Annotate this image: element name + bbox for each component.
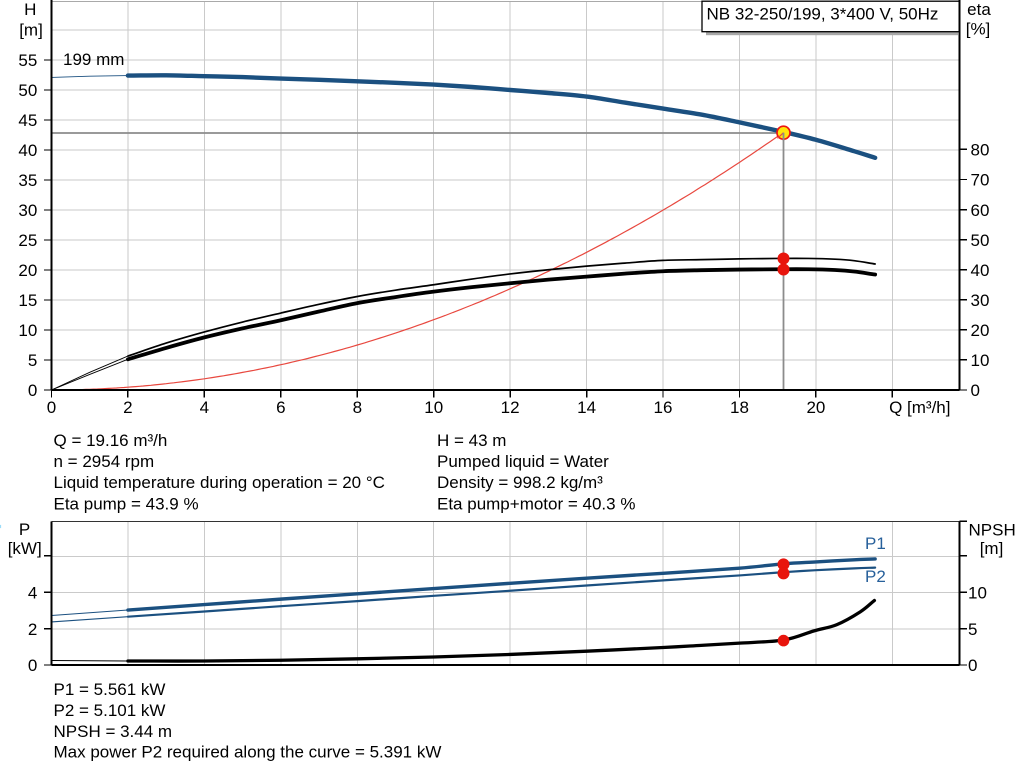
- svg-text:P: P: [19, 520, 30, 539]
- svg-text:P1: P1: [865, 534, 886, 553]
- svg-text:60: 60: [971, 201, 990, 220]
- svg-text:5: 5: [968, 620, 977, 639]
- svg-text:H: H: [24, 0, 36, 19]
- svg-text:P2: P2: [865, 567, 886, 586]
- svg-text:Liquid temperature during oper: Liquid temperature during operation = 20…: [54, 473, 385, 492]
- svg-text:40: 40: [971, 261, 990, 280]
- svg-text:Eta pump = 43.9 %: Eta pump = 43.9 %: [54, 494, 199, 513]
- svg-text:18: 18: [730, 398, 749, 417]
- svg-text:20: 20: [806, 398, 825, 417]
- svg-text:5: 5: [28, 351, 37, 370]
- svg-text:20: 20: [971, 321, 990, 340]
- svg-text:12: 12: [501, 398, 520, 417]
- svg-text:[m]: [m]: [19, 20, 43, 39]
- svg-text:30: 30: [971, 291, 990, 310]
- svg-text:4: 4: [28, 583, 37, 602]
- svg-text:NPSH = 3.44 m: NPSH = 3.44 m: [54, 722, 173, 741]
- svg-text:Max power P2 required along th: Max power P2 required along the curve = …: [54, 743, 442, 762]
- svg-text:[m]: [m]: [980, 539, 1004, 558]
- svg-text:8: 8: [353, 398, 362, 417]
- svg-text:0: 0: [28, 381, 37, 400]
- svg-text:15: 15: [18, 291, 37, 310]
- svg-text:20: 20: [18, 261, 37, 280]
- svg-text:10: 10: [18, 321, 37, 340]
- svg-text:16: 16: [654, 398, 673, 417]
- svg-text:25: 25: [18, 231, 37, 250]
- svg-text:10: 10: [968, 583, 987, 602]
- svg-text:199 mm: 199 mm: [63, 50, 124, 69]
- svg-text:10: 10: [971, 351, 990, 370]
- svg-text:50: 50: [18, 81, 37, 100]
- svg-text:2: 2: [123, 398, 132, 417]
- svg-text:30: 30: [18, 201, 37, 220]
- svg-text:50: 50: [971, 231, 990, 250]
- svg-text:10: 10: [424, 398, 443, 417]
- svg-text:P1 = 5.561 kW: P1 = 5.561 kW: [54, 680, 166, 699]
- svg-text:NPSH: NPSH: [969, 520, 1016, 539]
- svg-text:[kW]: [kW]: [8, 539, 42, 558]
- svg-text:40: 40: [18, 141, 37, 160]
- svg-text:Eta pump+motor = 40.3 %: Eta pump+motor = 40.3 %: [437, 494, 635, 513]
- svg-text:eta: eta: [967, 0, 991, 19]
- svg-text:[%]: [%]: [966, 20, 991, 39]
- svg-text:Q [m³/h]: Q [m³/h]: [889, 398, 950, 417]
- svg-text:45: 45: [18, 111, 37, 130]
- svg-text:4: 4: [200, 398, 209, 417]
- svg-text:2: 2: [28, 620, 37, 639]
- svg-text:P2 = 5.101 kW: P2 = 5.101 kW: [54, 701, 166, 720]
- svg-text:0: 0: [968, 656, 977, 675]
- svg-text:Q = 19.16 m³/h: Q = 19.16 m³/h: [54, 431, 168, 450]
- svg-text:14: 14: [577, 398, 596, 417]
- svg-text:0: 0: [28, 656, 37, 675]
- svg-text:NB 32-250/199, 3*400 V, 50Hz: NB 32-250/199, 3*400 V, 50Hz: [707, 4, 939, 23]
- svg-text:0: 0: [47, 398, 56, 417]
- svg-text:35: 35: [18, 171, 37, 190]
- svg-text:55: 55: [18, 51, 37, 70]
- svg-text:Density = 998.2 kg/m³: Density = 998.2 kg/m³: [437, 473, 603, 492]
- svg-text:0: 0: [971, 381, 980, 400]
- svg-text:H = 43 m: H = 43 m: [437, 431, 506, 450]
- svg-text:n = 2954 rpm: n = 2954 rpm: [54, 452, 155, 471]
- svg-text:70: 70: [971, 171, 990, 190]
- svg-text:80: 80: [971, 141, 990, 160]
- svg-text:Pumped liquid = Water: Pumped liquid = Water: [437, 452, 609, 471]
- svg-text:6: 6: [276, 398, 285, 417]
